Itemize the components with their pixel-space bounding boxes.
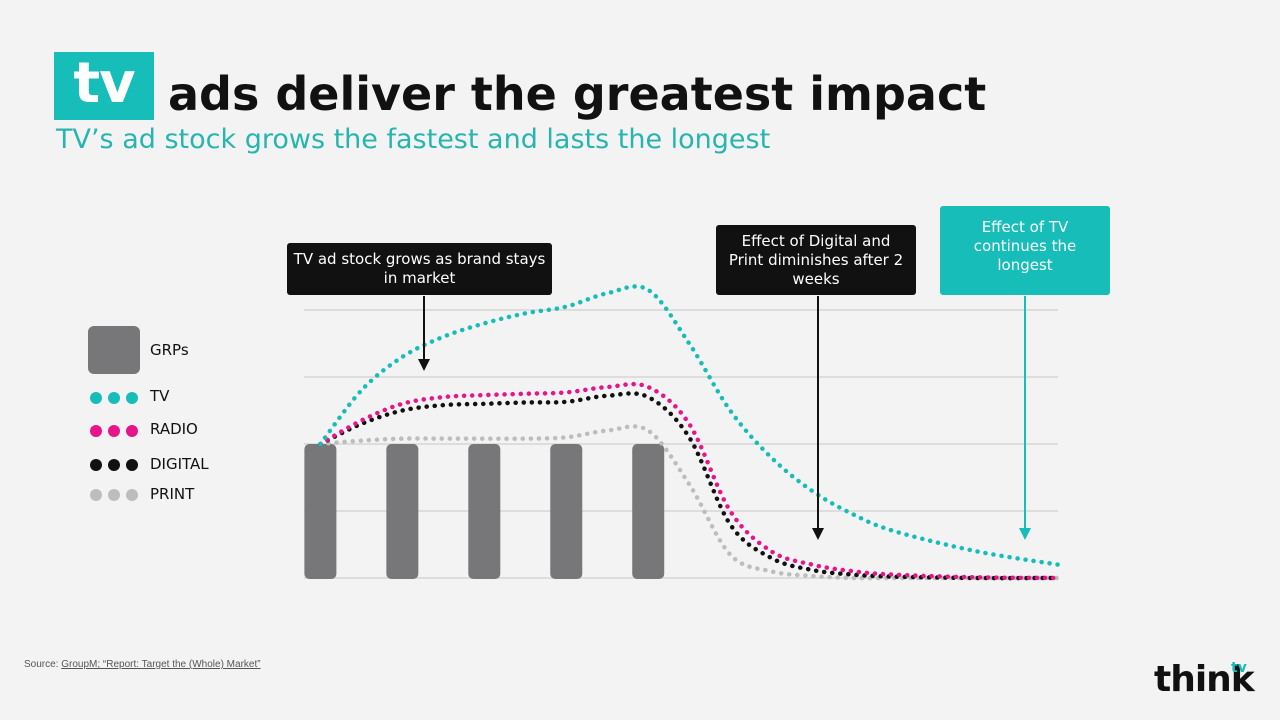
callout-longest: Effect of TV continues the longest xyxy=(940,206,1110,295)
callout-grows: TV ad stock grows as brand stays in mark… xyxy=(287,243,552,295)
legend-dot-radio xyxy=(90,425,102,437)
legend-dot-digital xyxy=(126,459,138,471)
legend-dot-print xyxy=(126,489,138,501)
grp-bar xyxy=(632,444,665,579)
legend-dot-tv xyxy=(90,392,102,404)
source-prefix: Source: xyxy=(24,659,62,670)
arrow-longest-head xyxy=(1019,528,1031,540)
source-note: Source: GroupM; “Report: Target the (Who… xyxy=(24,659,261,670)
callout-diminish-text: Effect of Digital and Print diminishes a… xyxy=(728,231,904,288)
tv-badge: tv xyxy=(54,52,154,120)
legend-label-digital: DIGITAL xyxy=(150,455,209,473)
thinktv-logo: think xyxy=(1154,659,1255,700)
legend-dot-digital xyxy=(108,459,120,471)
legend-label-grps: GRPs xyxy=(150,341,189,359)
callout-grows-text: TV ad stock grows as brand stays in mark… xyxy=(293,250,546,287)
grp-bar xyxy=(304,444,337,579)
series-line-tv xyxy=(318,284,1061,567)
legend-dot-print xyxy=(108,489,120,501)
series-line-digital xyxy=(318,391,1061,581)
legend-label-print: PRINT xyxy=(150,485,195,503)
callout-longest-text: Effect of TV continues the longest xyxy=(973,218,1077,274)
page-title: ads deliver the greatest impact xyxy=(168,67,987,121)
legend-label-tv: TV xyxy=(150,387,170,405)
series-line-print xyxy=(318,424,1061,581)
page-subtitle: TV’s ad stock grows the fastest and last… xyxy=(56,124,771,155)
thinktv-logo-sup: tv xyxy=(1231,660,1247,676)
series-line-radio xyxy=(318,381,1061,581)
arrow-grows-head xyxy=(418,359,430,371)
grp-bar xyxy=(468,444,501,579)
legend-dot-tv xyxy=(126,392,138,404)
legend-swatch-grps xyxy=(88,326,140,374)
grp-bar xyxy=(386,444,419,579)
callout-diminish: Effect of Digital and Print diminishes a… xyxy=(716,225,916,295)
grp-bar xyxy=(550,444,583,579)
arrow-diminish-head xyxy=(812,528,824,540)
legend-dot-print xyxy=(90,489,102,501)
legend-label-radio: RADIO xyxy=(150,420,198,438)
source-link[interactable]: GroupM; “Report: Target the (Whole) Mark… xyxy=(61,659,261,670)
legend-dot-digital xyxy=(90,459,102,471)
legend-dot-radio xyxy=(126,425,138,437)
legend-dot-radio xyxy=(108,425,120,437)
legend-dot-tv xyxy=(108,392,120,404)
